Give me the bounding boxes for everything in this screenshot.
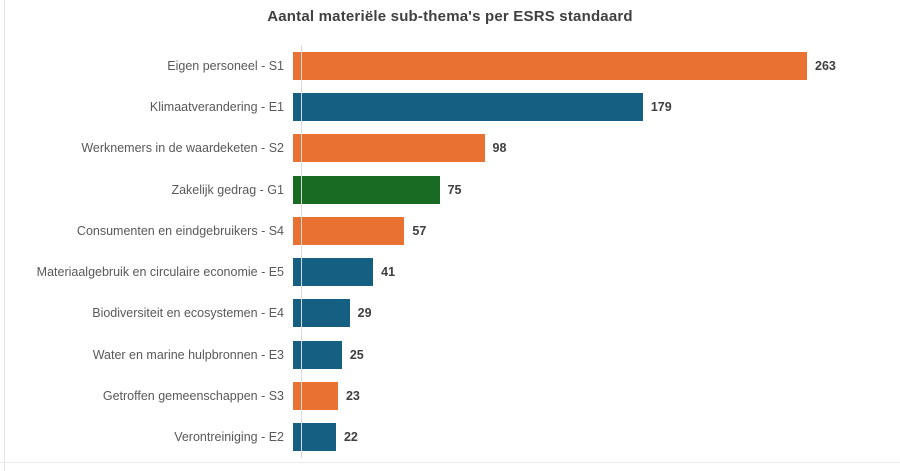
bar-row: Zakelijk gedrag - G1 75 [0,169,900,210]
bar [293,423,336,452]
bar-track: 263 [293,45,900,86]
value-label: 22 [343,430,358,445]
value-label: 263 [815,58,836,73]
value-label: 25 [349,347,364,362]
bar [293,382,338,411]
bar-row: Verontreiniging - E2 22 [0,417,900,458]
bar [293,92,643,121]
bar-row: Werknemers in de waardeketen - S2 98 [0,128,900,169]
value-label: 179 [650,99,672,114]
value-label: 29 [357,306,372,321]
category-label: Klimaatverandering - E1 [149,99,284,114]
bar [293,299,350,328]
bar [293,216,405,245]
category-label: Verontreiniging - E2 [174,430,284,445]
value-label: 41 [381,265,396,280]
bar-row: Water en marine hulpbronnen - E3 25 [0,334,900,375]
bar-track: 98 [293,128,900,169]
bar-track: 22 [293,417,900,458]
category-axis-line [301,45,302,458]
category-label: Getroffen gemeenschappen - S3 [102,389,284,404]
plot-area: Eigen personeel - S1 263 Klimaatverander… [0,45,900,458]
bar-row: Getroffen gemeenschappen - S3 23 [0,375,900,416]
category-label: Werknemers in de waardeketen - S2 [81,141,284,156]
category-label: Water en marine hulpbronnen - E3 [92,347,284,362]
value-label: 75 [447,182,462,197]
bar-track: 179 [293,86,900,127]
bar-row: Eigen personeel - S1 263 [0,45,900,86]
bar-track: 23 [293,375,900,416]
category-label: Biodiversiteit en ecosystemen - E4 [92,306,284,321]
bar-row: Klimaatverandering - E1 179 [0,86,900,127]
bar [293,134,485,163]
bar-row: Materiaalgebruik en circulaire economie … [0,251,900,292]
bar-rows: Eigen personeel - S1 263 Klimaatverander… [0,45,900,458]
chart-title: Aantal materiële sub-thema's per ESRS st… [267,8,633,25]
category-label: Consumenten en eindgebruikers - S4 [76,223,284,238]
bar-row: Biodiversiteit en ecosystemen - E4 29 [0,293,900,334]
bar [293,51,807,80]
page-left-edge-line [4,0,5,471]
value-label: 98 [492,141,507,156]
category-label: Materiaalgebruik en circulaire economie … [36,265,284,280]
bar [293,175,440,204]
category-label: Zakelijk gedrag - G1 [171,182,284,197]
bar-track: 57 [293,210,900,251]
bar-track: 29 [293,293,900,334]
bar-track: 41 [293,251,900,292]
category-label: Eigen personeel - S1 [167,58,284,73]
page-bottom-edge-line [0,462,900,463]
value-label: 57 [412,223,427,238]
bar [293,258,374,287]
value-label: 23 [345,389,360,404]
bar-track: 75 [293,169,900,210]
bar-track: 25 [293,334,900,375]
bar-row: Consumenten en eindgebruikers - S4 57 [0,210,900,251]
